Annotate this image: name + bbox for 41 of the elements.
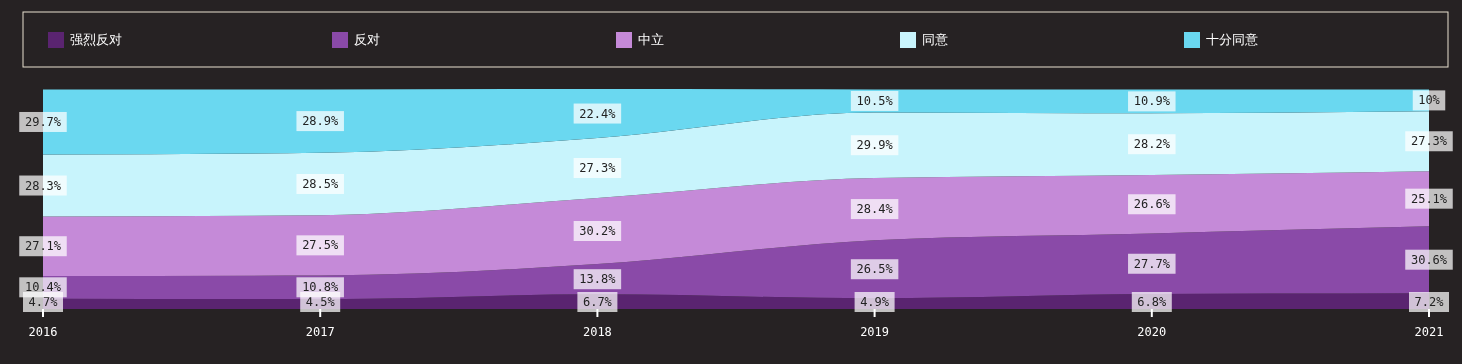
- data-label: 25.1%: [1410, 191, 1448, 206]
- data-label: 26.5%: [856, 262, 894, 277]
- data-label: 4.5%: [305, 295, 336, 309]
- data-label: 6.7%: [582, 295, 613, 309]
- data-label: 10%: [1418, 93, 1441, 108]
- data-label: 30.6%: [1410, 252, 1448, 267]
- legend-label: 强烈反对: [70, 32, 122, 47]
- x-tick-label: 2019: [860, 325, 890, 339]
- data-label: 27.7%: [1133, 256, 1171, 271]
- data-label: 28.2%: [1133, 137, 1171, 152]
- legend-label: 十分同意: [1206, 32, 1258, 47]
- x-tick-label: 2020: [1137, 325, 1167, 339]
- data-label: 29.9%: [856, 138, 894, 153]
- data-label: 22.4%: [579, 106, 617, 121]
- x-tick-label: 2016: [28, 325, 58, 339]
- data-label: 10.5%: [856, 93, 894, 108]
- data-label: 4.9%: [860, 295, 890, 309]
- data-label: 28.9%: [302, 114, 340, 129]
- data-label: 29.7%: [24, 114, 62, 129]
- data-label: 27.5%: [302, 238, 340, 253]
- x-tick-label: 2017: [305, 325, 335, 339]
- data-label: 28.5%: [302, 176, 340, 191]
- x-tick-label: 2018: [582, 325, 612, 339]
- data-label: 27.3%: [579, 160, 617, 175]
- data-label: 6.8%: [1137, 295, 1168, 309]
- x-tick-label: 2021: [1414, 325, 1444, 339]
- legend-label: 同意: [922, 32, 948, 47]
- data-label: 10.4%: [24, 280, 62, 295]
- data-label: 28.3%: [24, 178, 62, 193]
- data-label: 26.6%: [1133, 197, 1171, 212]
- data-label: 10.9%: [1133, 94, 1171, 109]
- data-label: 27.3%: [1410, 134, 1448, 149]
- data-label: 10.8%: [302, 280, 340, 295]
- data-label: 4.7%: [28, 295, 59, 309]
- data-label: 27.1%: [24, 239, 62, 254]
- legend-label: 反对: [354, 32, 380, 47]
- data-label: 28.4%: [856, 202, 894, 217]
- data-label: 30.2%: [579, 223, 617, 238]
- data-label: 13.8%: [579, 272, 617, 287]
- data-label: 7.2%: [1414, 295, 1445, 309]
- legend-label: 中立: [638, 32, 664, 47]
